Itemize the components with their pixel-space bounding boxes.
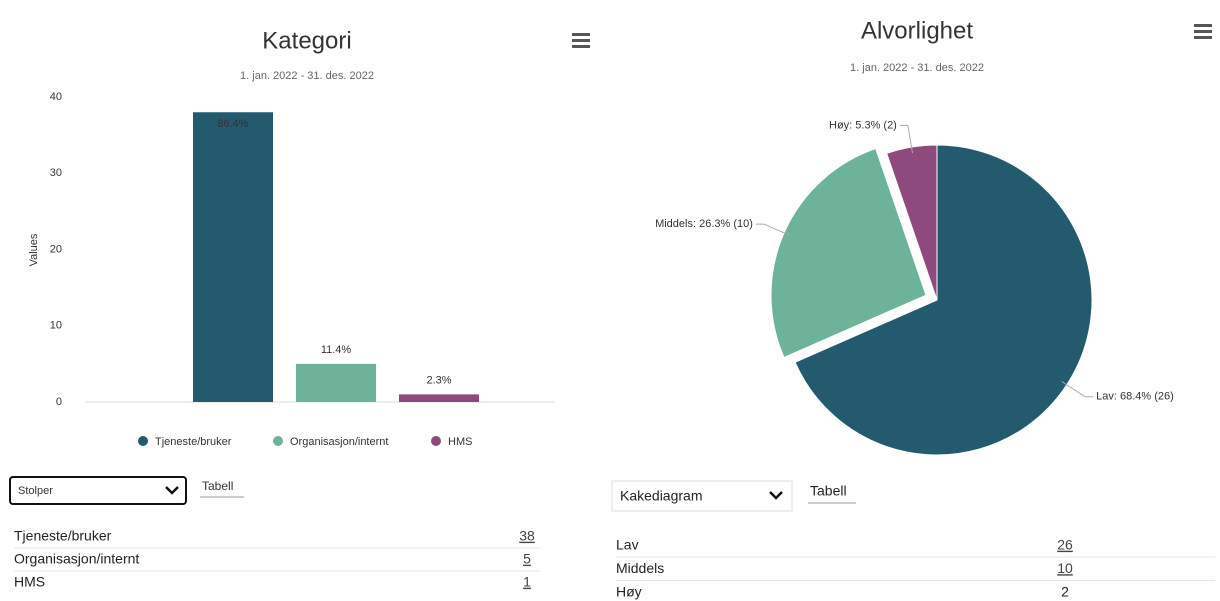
tab[interactable]: Tabell xyxy=(202,479,233,493)
connector xyxy=(1061,381,1094,398)
y-tick-label: 0 xyxy=(56,396,62,408)
row-value[interactable]: 38 xyxy=(519,528,535,544)
y-axis-title: Values xyxy=(28,233,40,266)
connector xyxy=(899,124,913,154)
tab[interactable]: Tabell xyxy=(810,483,847,499)
data-label: 86.4% xyxy=(217,118,248,130)
menu-icon[interactable] xyxy=(572,33,590,48)
dropdown[interactable]: Kakediagram xyxy=(611,480,793,512)
dropdown[interactable]: Stolper xyxy=(9,476,187,505)
row-value: 2 xyxy=(1061,584,1069,600)
data-label: Middels: 26.3% (10) xyxy=(655,218,753,230)
row-label: Middels xyxy=(616,560,664,576)
row-value[interactable]: 5 xyxy=(523,551,531,567)
legend-label[interactable]: Tjeneste/bruker xyxy=(155,436,232,448)
data-label: Lav: 68.4% (26) xyxy=(1096,391,1174,403)
bar xyxy=(193,112,273,402)
y-tick-label: 30 xyxy=(50,167,62,179)
data-label: 2.3% xyxy=(426,374,451,386)
legend-label[interactable]: Organisasjon/internt xyxy=(290,436,388,448)
row-label: HMS xyxy=(14,574,45,590)
legend-marker xyxy=(273,436,283,446)
bar xyxy=(399,394,479,402)
dropdown-text: Kakediagram xyxy=(620,488,703,504)
data-label: Høy: 5.3% (2) xyxy=(829,119,897,131)
legend-marker xyxy=(138,436,148,446)
legend-marker xyxy=(431,436,441,446)
row-label: Tjeneste/bruker xyxy=(14,528,112,544)
row-value[interactable]: 1 xyxy=(523,574,531,590)
y-tick-label: 10 xyxy=(50,320,62,332)
menu-icon[interactable] xyxy=(1194,24,1212,39)
chart-subtitle: 1. jan. 2022 - 31. des. 2022 xyxy=(850,62,984,74)
dropdown-text: Stolper xyxy=(18,485,53,497)
chart-subtitle: 1. jan. 2022 - 31. des. 2022 xyxy=(240,70,374,82)
y-tick-label: 40 xyxy=(50,91,62,103)
row-value[interactable]: 10 xyxy=(1057,560,1073,576)
bar xyxy=(296,363,376,402)
legend-label[interactable]: HMS xyxy=(448,436,472,448)
row-label: Lav xyxy=(616,537,639,553)
row-label: Høy xyxy=(616,584,642,600)
chart-title: Kategori xyxy=(262,27,351,54)
y-tick-label: 20 xyxy=(50,243,62,255)
row-value[interactable]: 26 xyxy=(1057,537,1073,553)
chart-title: Alvorlighet xyxy=(861,17,973,44)
data-label: 11.4% xyxy=(321,344,352,356)
connector xyxy=(755,223,790,236)
row-label: Organisasjon/internt xyxy=(14,551,139,567)
